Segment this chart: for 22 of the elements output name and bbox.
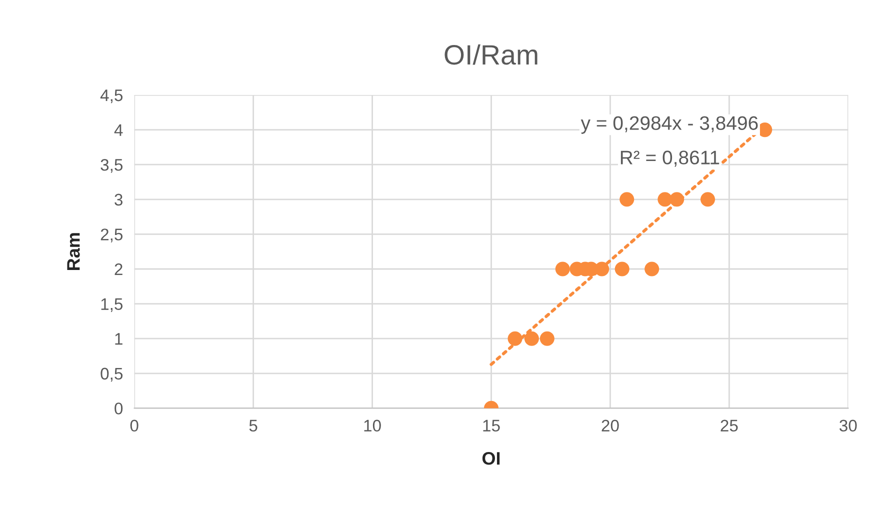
annotation: R² = 0,8611: [620, 150, 720, 167]
y-axis-title: Ram: [67, 233, 80, 270]
y-tick-label: 3: [114, 194, 122, 206]
chart-title: OI/Ram: [444, 44, 538, 65]
y-tick-label: 2: [114, 263, 122, 276]
x-tick-label: 0: [130, 420, 138, 432]
x-axis-title: OI: [482, 452, 500, 465]
y-tick-label: 4,5: [100, 90, 123, 104]
y-tick-label: 3,5: [100, 159, 123, 173]
x-tick-label: 5: [249, 420, 258, 432]
y-tick-label: 2,5: [100, 228, 123, 242]
x-tick-label: 10: [364, 420, 381, 432]
x-tick-label: 30: [840, 420, 857, 432]
annotation: y = 0,2984x - 3,8496: [580, 116, 758, 134]
y-tick-label: 1,5: [101, 298, 123, 312]
y-tick-label: 0,5: [100, 368, 123, 382]
y-tick-label: 1: [115, 333, 122, 345]
y-tick-label: 4: [114, 124, 123, 136]
y-tick-label: 0: [114, 402, 123, 414]
x-tick-label: 20: [602, 420, 619, 432]
x-tick-label: 15: [483, 420, 500, 432]
x-tick-label: 25: [720, 420, 738, 432]
